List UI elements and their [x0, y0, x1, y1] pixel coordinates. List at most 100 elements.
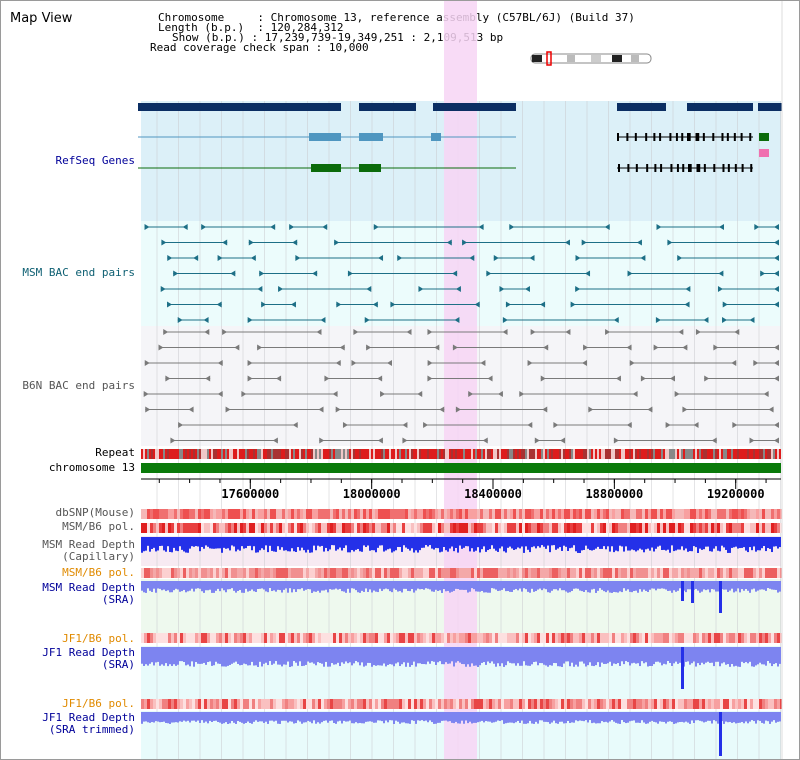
b6n-bac-pair-end — [731, 360, 737, 366]
jf1-pol-track[interactable] — [141, 633, 783, 643]
label-repeat[interactable]: Repeat — [95, 446, 135, 459]
jf1-depth-trim-track[interactable] — [141, 712, 781, 756]
repeat-segment — [223, 449, 225, 459]
label-jf1-depth-sra[interactable]: JF1 Read Depth (SRA) — [42, 647, 135, 671]
depth-bar — [563, 712, 565, 724]
label-b6n-bac[interactable]: B6N BAC end pairs — [22, 379, 135, 392]
density-cell — [660, 509, 663, 519]
depth-bar — [483, 712, 485, 723]
depth-bar — [765, 647, 767, 666]
label-jf1-depth-trim[interactable]: JF1 Read Depth (SRA trimmed) — [42, 712, 135, 736]
depth-bar — [587, 647, 589, 666]
b6n-bac-pairs[interactable] — [143, 329, 779, 444]
label-chromosome[interactable]: chromosome 13 — [48, 461, 135, 474]
depth-bar — [771, 647, 773, 667]
density-cell — [633, 568, 636, 578]
repeat-segment — [321, 449, 323, 459]
label-msm-pol2[interactable]: MSM/B6 pol. — [62, 566, 135, 579]
depth-bar — [509, 537, 511, 547]
msm-pol2-track[interactable] — [141, 568, 783, 578]
density-cell — [489, 523, 492, 533]
depth-bar — [363, 647, 365, 667]
chromosome-bar[interactable] — [141, 463, 781, 473]
depth-bar — [609, 647, 611, 662]
label-dbsnp[interactable]: dbSNP(Mouse) — [55, 506, 135, 519]
depth-bar — [157, 712, 159, 722]
jf1-depth-sra-track[interactable] — [141, 647, 781, 689]
label-msm-bac[interactable]: MSM BAC end pairs — [22, 266, 135, 279]
jf1-pol2-track[interactable] — [141, 699, 783, 709]
density-cell — [765, 509, 768, 519]
density-cell — [609, 509, 612, 519]
msm-bac-pair-end — [378, 255, 384, 261]
chromosome-ideogram[interactable] — [530, 51, 652, 66]
depth-bar — [465, 647, 467, 667]
depth-bar — [305, 712, 307, 723]
depth-bar — [251, 581, 253, 590]
depth-bar — [735, 581, 737, 592]
depth-bar — [619, 647, 621, 666]
label-jf1-pol2[interactable]: JF1/B6 pol. — [62, 697, 135, 710]
label-msm-depth-sra[interactable]: MSM Read Depth (SRA) — [42, 582, 135, 606]
density-cell — [756, 568, 759, 578]
depth-bar — [421, 647, 423, 665]
density-cell — [405, 633, 408, 643]
repeat-segment — [685, 449, 687, 459]
depth-bar — [359, 581, 361, 593]
density-cell — [582, 568, 585, 578]
label-refseq-genes[interactable]: RefSeq Genes — [55, 154, 135, 167]
depth-bar — [175, 537, 177, 551]
repeat-segment — [603, 449, 605, 459]
repeat-track[interactable] — [141, 449, 781, 459]
density-cell — [567, 568, 570, 578]
depth-bar — [309, 712, 311, 722]
repeat-segment — [525, 449, 527, 459]
repeat-segment — [681, 449, 683, 459]
dbsnp-track[interactable] — [141, 509, 783, 519]
depth-bar — [327, 581, 329, 593]
depth-bar — [551, 712, 553, 723]
depth-bar — [521, 537, 523, 547]
depth-bar — [273, 647, 275, 664]
depth-bar — [243, 581, 245, 593]
density-cell — [204, 509, 207, 519]
density-cell — [549, 699, 552, 709]
depth-bar — [655, 712, 657, 723]
depth-bar — [683, 712, 685, 723]
depth-bar — [593, 647, 595, 667]
depth-bar — [279, 537, 281, 550]
depth-bar — [701, 647, 703, 663]
depth-bar — [495, 537, 497, 551]
depth-bar — [645, 712, 647, 724]
label-jf1-pol[interactable]: JF1/B6 pol. — [62, 632, 135, 645]
depth-bar — [387, 647, 389, 665]
density-cell — [720, 699, 723, 709]
depth-bar — [449, 647, 451, 664]
repeat-segment — [677, 449, 679, 459]
depth-bar — [561, 712, 563, 722]
density-cell — [450, 699, 453, 709]
density-cell — [534, 633, 537, 643]
label-msm-depth-cap[interactable]: MSM Read Depth (Capillary) — [42, 539, 135, 563]
density-cell — [708, 699, 711, 709]
repeat-segment — [249, 449, 251, 459]
depth-bar — [345, 647, 347, 662]
msm-bac-pair-end — [760, 270, 766, 277]
density-cell — [699, 523, 702, 533]
label-msm-pol[interactable]: MSM/B6 pol. — [62, 520, 135, 533]
density-cell — [513, 523, 516, 533]
msm-bac-pair-end — [505, 301, 511, 308]
msm-depth-sra-track[interactable] — [141, 581, 781, 613]
density-cell — [681, 568, 684, 578]
depth-bar — [303, 581, 305, 591]
msm-depth-capillary-track[interactable] — [141, 537, 781, 553]
depth-bar — [227, 581, 229, 590]
density-cell — [678, 509, 681, 519]
density-cell — [552, 633, 555, 643]
selection-highlight[interactable] — [444, 1, 477, 759]
refseq-gene-models[interactable] — [138, 103, 782, 172]
depth-bar — [571, 537, 573, 548]
msm-bac-pairs[interactable] — [144, 224, 779, 323]
msm-pol-track[interactable] — [141, 523, 783, 533]
